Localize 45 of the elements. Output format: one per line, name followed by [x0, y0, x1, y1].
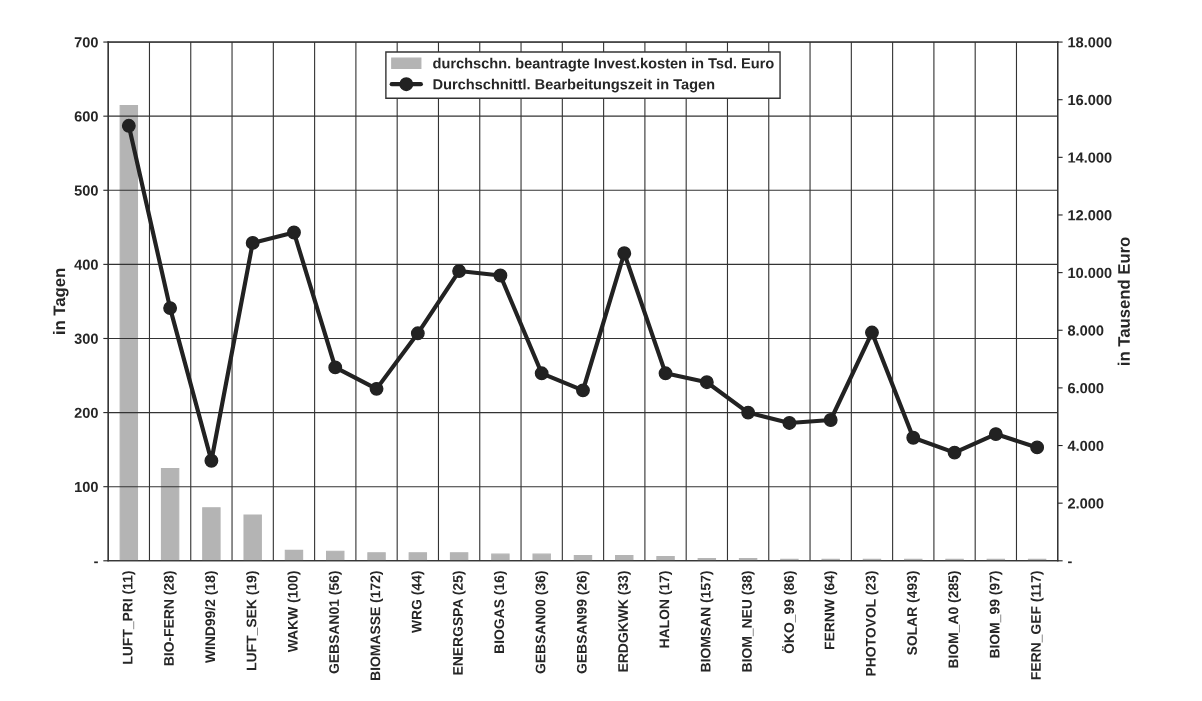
y2-tick-label: 14.000	[1068, 152, 1112, 163]
y-tick-label: 700	[74, 37, 98, 48]
x-tick-label: FERNW (64)	[824, 571, 838, 650]
x-tick-label: LUFT_PRI (11)	[122, 571, 136, 664]
y-tick-label: 100	[75, 481, 98, 493]
y2-tick-label: 4.000	[1067, 440, 1104, 451]
x-tick-label: BIOMSAN (157)	[700, 571, 714, 672]
x-tick-label: WRG (44)	[411, 571, 425, 634]
y-axis-title: in Tagen	[52, 268, 69, 334]
x-tick-label: ÖKO_99 (86)	[782, 571, 797, 654]
y-tick-label: -	[94, 561, 98, 564]
x-tick-label: GEBSAN99 (26)	[576, 571, 590, 674]
legend-label: durchschn. beantragte Invest.kosten in Tsd. Euro	[433, 57, 774, 72]
y2-tick-label: 6.000	[1068, 382, 1104, 394]
x-tick-label: ERDGKWK (33)	[617, 571, 631, 672]
y2-axis-title: in Tausend Euro	[1117, 237, 1130, 365]
x-tick-label: BIO-FERN (28)	[163, 571, 177, 666]
x-tick-label: GEBSAN01 (56)	[328, 571, 342, 674]
y2-tick-label: 16.000	[1068, 94, 1112, 106]
x-tick-label: GEBSAN00 (36)	[535, 571, 549, 674]
y-tick-label: 500	[74, 185, 98, 196]
x-tick-label: SOLAR (493)	[906, 571, 920, 656]
x-tick-label: BIOGAS (16)	[493, 571, 507, 653]
x-tick-label: HALON (17)	[659, 571, 673, 648]
y-tick-label: 300	[74, 333, 98, 344]
x-tick-label: FERN_GEF (117)	[1030, 571, 1044, 680]
y2-tick-label: 2.000	[1067, 498, 1104, 509]
x-tick-label: BIOM_NEU (38)	[741, 571, 755, 672]
y2-tick-label: 8.000	[1067, 325, 1104, 336]
x-tick-label: BIOM_99 (97)	[989, 571, 1003, 658]
y2-tick-label: -	[1068, 561, 1072, 564]
y-tick-label: 600	[74, 111, 98, 122]
y2-tick-label: 10.000	[1068, 267, 1112, 279]
x-tick-label: BIOM_A0 (285)	[948, 571, 962, 668]
x-tick-label: PHOTOVOL (23)	[865, 571, 879, 676]
x-tick-label: WIND99/2 (18)	[204, 571, 218, 664]
y2-tick-label: 12.000	[1068, 210, 1112, 221]
y2-tick-label: 18.000	[1068, 37, 1112, 48]
x-tick-label: WAKW (100)	[287, 571, 301, 653]
y-tick-label: 400	[74, 259, 98, 270]
x-tick-label: ENERGSPA (25)	[452, 571, 466, 675]
y-tick-label: 200	[74, 407, 98, 419]
legend-label: Durchschnittl. Bearbeitungszeit in Tagen	[433, 78, 715, 93]
x-tick-label: LUFT_SEK (19)	[246, 571, 260, 670]
x-tick-label: BIOMASSE (172)	[370, 571, 384, 680]
